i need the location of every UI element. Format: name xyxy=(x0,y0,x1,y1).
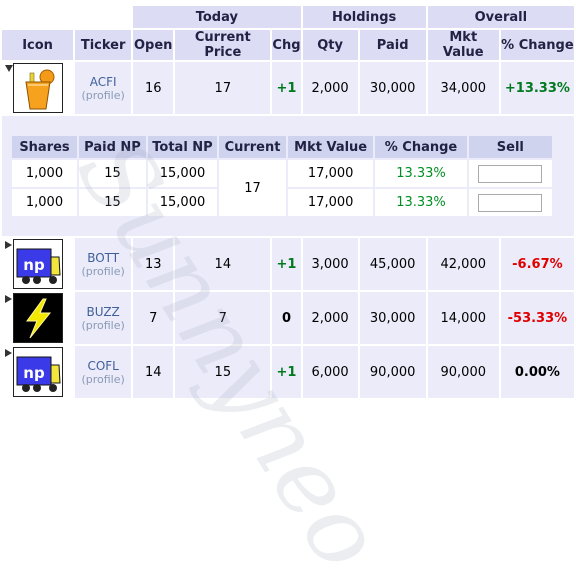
collapse-toggle-icon[interactable] xyxy=(5,65,13,72)
orange-drink-icon xyxy=(12,63,63,113)
paid-value: 30,000 xyxy=(359,292,426,344)
chg-value: +1 xyxy=(272,238,301,290)
pct-change-value: 0.00% xyxy=(500,346,574,398)
profile-link[interactable]: (profile) xyxy=(81,88,125,102)
col-header-qty: Qty xyxy=(302,30,358,60)
col-header-icon: Icon xyxy=(2,30,74,60)
np-truck-icon: np xyxy=(12,347,63,397)
lot-sell-cell xyxy=(468,189,552,216)
np-truck-icon: np xyxy=(12,239,63,289)
expand-toggle-icon[interactable] xyxy=(5,295,12,303)
col-header-current-price: Current Price xyxy=(175,30,271,60)
chg-value: 0 xyxy=(272,292,301,344)
current-price-value: 17 xyxy=(175,62,271,114)
expand-toggle-icon[interactable] xyxy=(5,349,12,357)
header-group-overall: Overall xyxy=(427,6,574,28)
lots-header-total-np: Total NP xyxy=(147,136,218,158)
lots-table: Shares Paid NP Total NP Current Mkt Valu… xyxy=(10,134,554,218)
expand-toggle-icon[interactable] xyxy=(5,241,12,249)
lot-current: 17 xyxy=(219,160,287,216)
ticker-cell: BOTT (profile) xyxy=(75,238,132,290)
current-price-value: 7 xyxy=(175,292,271,344)
lot-pct-change: 13.33% xyxy=(375,189,467,216)
icon-cell[interactable] xyxy=(2,292,74,344)
ticker-link[interactable]: ACFI xyxy=(89,74,117,89)
ticker-link[interactable]: BUZZ xyxy=(86,304,120,319)
chg-value: +1 xyxy=(272,62,301,114)
lightning-bolt-icon xyxy=(12,293,63,343)
current-price-value: 14 xyxy=(175,238,271,290)
mkt-value: 34,000 xyxy=(427,62,499,114)
ticker-cell: COFL (profile) xyxy=(75,346,132,398)
col-header-mkt-value: Mkt Value xyxy=(427,30,499,60)
lots-header-mkt-value: Mkt Value xyxy=(288,136,374,158)
ticker-cell: BUZZ (profile) xyxy=(75,292,132,344)
ticker-link[interactable]: COFL xyxy=(87,358,119,373)
lot-total-np: 15,000 xyxy=(147,160,218,187)
header-blank xyxy=(2,6,132,28)
col-header-paid: Paid xyxy=(359,30,426,60)
lots-header-current: Current xyxy=(219,136,287,158)
lot-paid-np: 15 xyxy=(78,189,146,216)
pct-change-value: +13.33% xyxy=(500,62,574,114)
pct-change-value: -53.33% xyxy=(500,292,574,344)
open-value: 14 xyxy=(133,346,174,398)
open-value: 13 xyxy=(133,238,174,290)
lots-header-paid-np: Paid NP xyxy=(78,136,146,158)
lot-shares: 1,000 xyxy=(12,160,77,187)
paid-value: 90,000 xyxy=(359,346,426,398)
sell-quantity-input[interactable] xyxy=(478,193,543,212)
lot-shares: 1,000 xyxy=(12,189,77,216)
lot-mkt-value: 17,000 xyxy=(288,189,374,216)
lots-row: Shares Paid NP Total NP Current Mkt Valu… xyxy=(2,116,574,236)
paid-value: 30,000 xyxy=(359,62,426,114)
lot-total-np: 15,000 xyxy=(147,189,218,216)
lots-header-pct-change: % Change xyxy=(375,136,467,158)
current-price-value: 15 xyxy=(175,346,271,398)
mkt-value: 90,000 xyxy=(427,346,499,398)
stock-row-cofl: np COFL (profile) 14 15 +1 6,000 90,000 … xyxy=(2,346,574,398)
qty-value: 2,000 xyxy=(302,292,358,344)
stock-row-buzz: BUZZ (profile) 7 7 0 2,000 30,000 14,000… xyxy=(2,292,574,344)
chg-value: +1 xyxy=(272,346,301,398)
mkt-value: 14,000 xyxy=(427,292,499,344)
profile-link[interactable]: (profile) xyxy=(81,318,125,332)
open-value: 7 xyxy=(133,292,174,344)
lot-mkt-value: 17,000 xyxy=(288,160,374,187)
stock-row-acfi: ACFI (profile) 16 17 +1 2,000 30,000 34,… xyxy=(2,62,574,114)
lots-header-sell: Sell xyxy=(468,136,552,158)
header-group-holdings: Holdings xyxy=(302,6,426,28)
profile-link[interactable]: (profile) xyxy=(81,372,125,386)
open-value: 16 xyxy=(133,62,174,114)
svg-text:np: np xyxy=(23,364,45,382)
icon-cell[interactable]: np xyxy=(2,346,74,398)
portfolio-table: Today Holdings Overall Icon Ticker Open … xyxy=(0,4,576,400)
lot-row: 1,000 15 15,000 17,000 13.33% xyxy=(12,189,552,216)
lot-sell-cell xyxy=(468,160,552,187)
col-header-pct-change: % Change xyxy=(500,30,574,60)
header-group-today: Today xyxy=(133,6,301,28)
lot-row: 1,000 15 15,000 17 17,000 13.33% xyxy=(12,160,552,216)
ticker-link[interactable]: BOTT xyxy=(87,250,120,265)
profile-link[interactable]: (profile) xyxy=(81,264,125,278)
svg-text:np: np xyxy=(23,256,45,274)
qty-value: 2,000 xyxy=(302,62,358,114)
paid-value: 45,000 xyxy=(359,238,426,290)
lot-pct-change: 13.33% xyxy=(375,160,467,187)
lots-header-shares: Shares xyxy=(12,136,77,158)
lot-paid-np: 15 xyxy=(78,160,146,187)
pct-change-value: -6.67% xyxy=(500,238,574,290)
stock-row-bott: np BOTT (profile) 13 14 +1 3,000 45,000 … xyxy=(2,238,574,290)
col-header-ticker: Ticker xyxy=(75,30,132,60)
qty-value: 6,000 xyxy=(302,346,358,398)
ticker-cell: ACFI (profile) xyxy=(75,62,132,114)
sell-quantity-input[interactable] xyxy=(478,164,543,183)
icon-cell[interactable]: np xyxy=(2,238,74,290)
icon-cell[interactable] xyxy=(2,62,74,114)
col-header-open: Open xyxy=(133,30,174,60)
mkt-value: 42,000 xyxy=(427,238,499,290)
lots-container: Shares Paid NP Total NP Current Mkt Valu… xyxy=(2,116,574,236)
qty-value: 3,000 xyxy=(302,238,358,290)
col-header-chg: Chg xyxy=(272,30,301,60)
